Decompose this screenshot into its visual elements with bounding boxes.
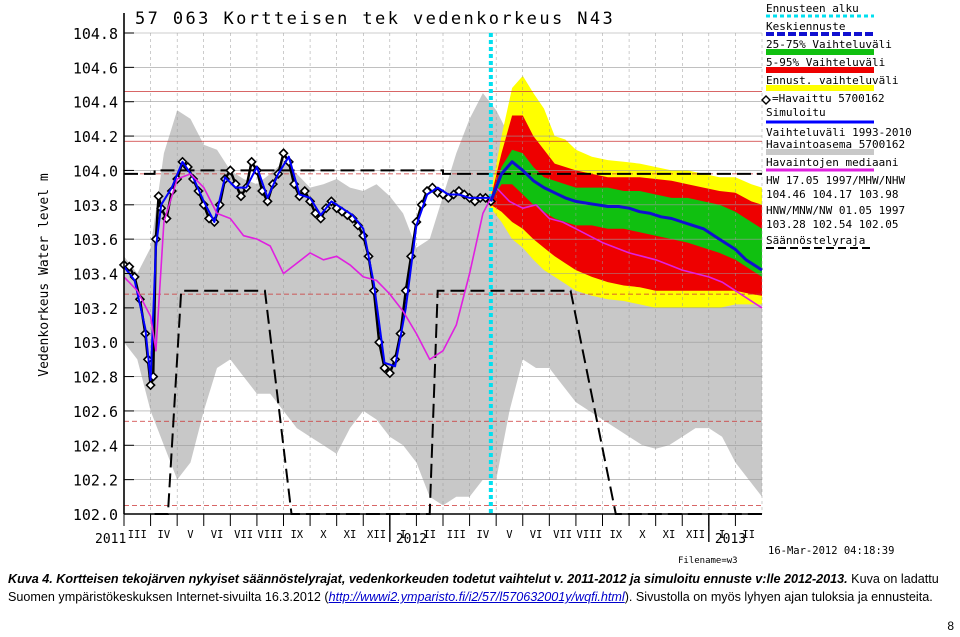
- y-tick-label: 103.8: [73, 197, 118, 215]
- x-tick-label: I: [400, 529, 406, 541]
- caption-label: Kuva 4. Kortteisen tekojärven nykyiset s…: [8, 572, 848, 586]
- legend-label: Simuloitu: [766, 106, 826, 119]
- legend-label: Havaintojen mediaani: [766, 156, 898, 169]
- observed-point: [459, 189, 470, 200]
- y-tick-label: 104.0: [73, 162, 118, 180]
- legend-label: Keskiennuste: [766, 20, 845, 33]
- observed-point: [161, 213, 172, 224]
- observed-point: [124, 261, 135, 272]
- x-tick-label: X: [320, 529, 327, 541]
- x-tick-label: VI: [211, 529, 224, 541]
- legend-label: Säännöstelyraja: [766, 234, 865, 247]
- legend-label: Ennust. vaihteluväli: [766, 74, 898, 87]
- regulation-lower: [154, 289, 762, 515]
- x-tick-label: II: [423, 529, 436, 541]
- caption-text-1: Kuva on ladattu Suomen ympäristökeskukse…: [8, 572, 939, 604]
- x-tick-label: X: [639, 529, 646, 541]
- observed-point: [262, 196, 273, 207]
- observed-point: [225, 165, 236, 176]
- caption-link[interactable]: http://wwwi2.ymparisto.fi/i2/57/l5706320…: [328, 590, 625, 604]
- x-tick-label: VI: [530, 529, 543, 541]
- x-tick-label: III: [447, 529, 466, 541]
- legend-label: HW 17.05 1997/MHW/NHW: [766, 174, 905, 187]
- x-tick-label: II: [742, 529, 755, 541]
- y-tick-label: 103.6: [73, 231, 118, 249]
- y-tick-label: 103.0: [73, 334, 118, 352]
- observed-point: [145, 380, 156, 391]
- x-tick-label: IX: [290, 529, 303, 541]
- regulation-upper: [124, 169, 762, 175]
- observed-point: [299, 185, 310, 197]
- filename-label: Filename=w3: [678, 556, 738, 565]
- x-tick-label: VIII: [577, 529, 602, 541]
- observed-point: [384, 368, 395, 379]
- band-3: [490, 149, 762, 277]
- y-tick-label: 102.8: [73, 369, 118, 387]
- x-tick-label: I: [719, 529, 725, 541]
- observed-point: [246, 156, 257, 167]
- y-tick-label: 102.6: [73, 403, 118, 421]
- x-tick-label: IV: [477, 529, 490, 541]
- legend-swatch: [766, 85, 874, 91]
- legend-label: HNW/MNW/NW 01.05 1997: [766, 204, 905, 217]
- axes: 104.8 104.6 104.4 104.2 104.0 103.8 103.6 103.4…: [73, 13, 762, 547]
- x-tick-label: VII: [553, 529, 572, 541]
- x-tick-label: XI: [344, 529, 357, 541]
- y-tick-label: 103.4: [73, 266, 118, 284]
- observed-point: [251, 165, 263, 176]
- year-label: 2011: [95, 532, 126, 547]
- legend-swatch: [766, 149, 874, 155]
- regulation-limits: [124, 169, 762, 515]
- x-tick-label: III: [128, 529, 147, 541]
- series-line-2: [123, 155, 491, 381]
- y-tick-label: 104.6: [73, 59, 118, 77]
- x-tick-label: IV: [158, 529, 171, 541]
- legend-label: 104.46 104.17 103.98: [766, 188, 898, 201]
- x-tick-label: XI: [663, 529, 676, 541]
- timestamp-label: 16-Mar-2012 04:18:39: [768, 545, 894, 557]
- series-line-3: [123, 173, 763, 361]
- series-line-4: [489, 160, 763, 272]
- x-tick-label: VII: [234, 529, 253, 541]
- y-tick-label: 104.4: [73, 94, 118, 112]
- caption-text-2: ). Sivustolla on myös lyhyen ajan tuloks…: [624, 590, 933, 604]
- year-label: 2012: [396, 532, 427, 547]
- legend-swatch: [766, 67, 874, 73]
- chart-title: 57 063 Kortteisen tek vedenkorkeus N43: [135, 9, 615, 29]
- legend: Ennusteen alku Keskiennuste 25-75% Vaihtel…: [761, 2, 912, 249]
- legend-label: 103.28 102.54 102.05: [766, 218, 898, 231]
- figure-caption: Kuva 4. Kortteisen tekojärven nykyiset s…: [8, 570, 953, 606]
- legend-marker: [761, 95, 771, 105]
- legend-label: =Havaittu 5700162: [772, 92, 885, 105]
- year-label: 2013: [715, 532, 746, 547]
- y-tick-label: 102.4: [73, 437, 118, 455]
- y-tick-label: 104.2: [73, 128, 118, 146]
- observed-point: [315, 213, 326, 224]
- observed-point: [214, 199, 225, 210]
- y-tick-label: 102.2: [73, 472, 118, 490]
- page-number: 8: [947, 619, 954, 633]
- legend-swatch: [766, 49, 874, 55]
- observed-point: [379, 362, 390, 374]
- x-tick-label: IX: [609, 529, 622, 541]
- observed-point: [153, 191, 164, 202]
- legend-label: 25-75% Vaihteluväli: [766, 38, 892, 51]
- x-tick-label: V: [506, 529, 513, 541]
- x-tick-label: V: [187, 529, 194, 541]
- series-layer: [118, 33, 763, 514]
- observed-point: [235, 191, 247, 202]
- legend-label: Vaihteluväli 1993-2010 Havaintoasema 5700…: [766, 126, 912, 151]
- y-tick-label: 103.2: [73, 300, 118, 318]
- y-tick-label: 104.8: [73, 25, 118, 43]
- observed-point: [198, 199, 209, 210]
- x-tick-label: VIII: [258, 529, 283, 541]
- x-tick-label: XII: [686, 529, 705, 541]
- y-axis-label: Vedenkorkeus Water level m: [37, 173, 52, 377]
- observed-point: [278, 148, 289, 159]
- y-tick-label: 102.0: [73, 506, 118, 524]
- x-tick-label: XII: [367, 529, 386, 541]
- legend-label: 5-95% Vaihteluväli: [766, 56, 885, 69]
- legend-label: Ennusteen alku: [766, 2, 859, 15]
- water-level-chart: 57 063 Kortteisen tek vedenkorkeus N43 V…: [37, 2, 912, 565]
